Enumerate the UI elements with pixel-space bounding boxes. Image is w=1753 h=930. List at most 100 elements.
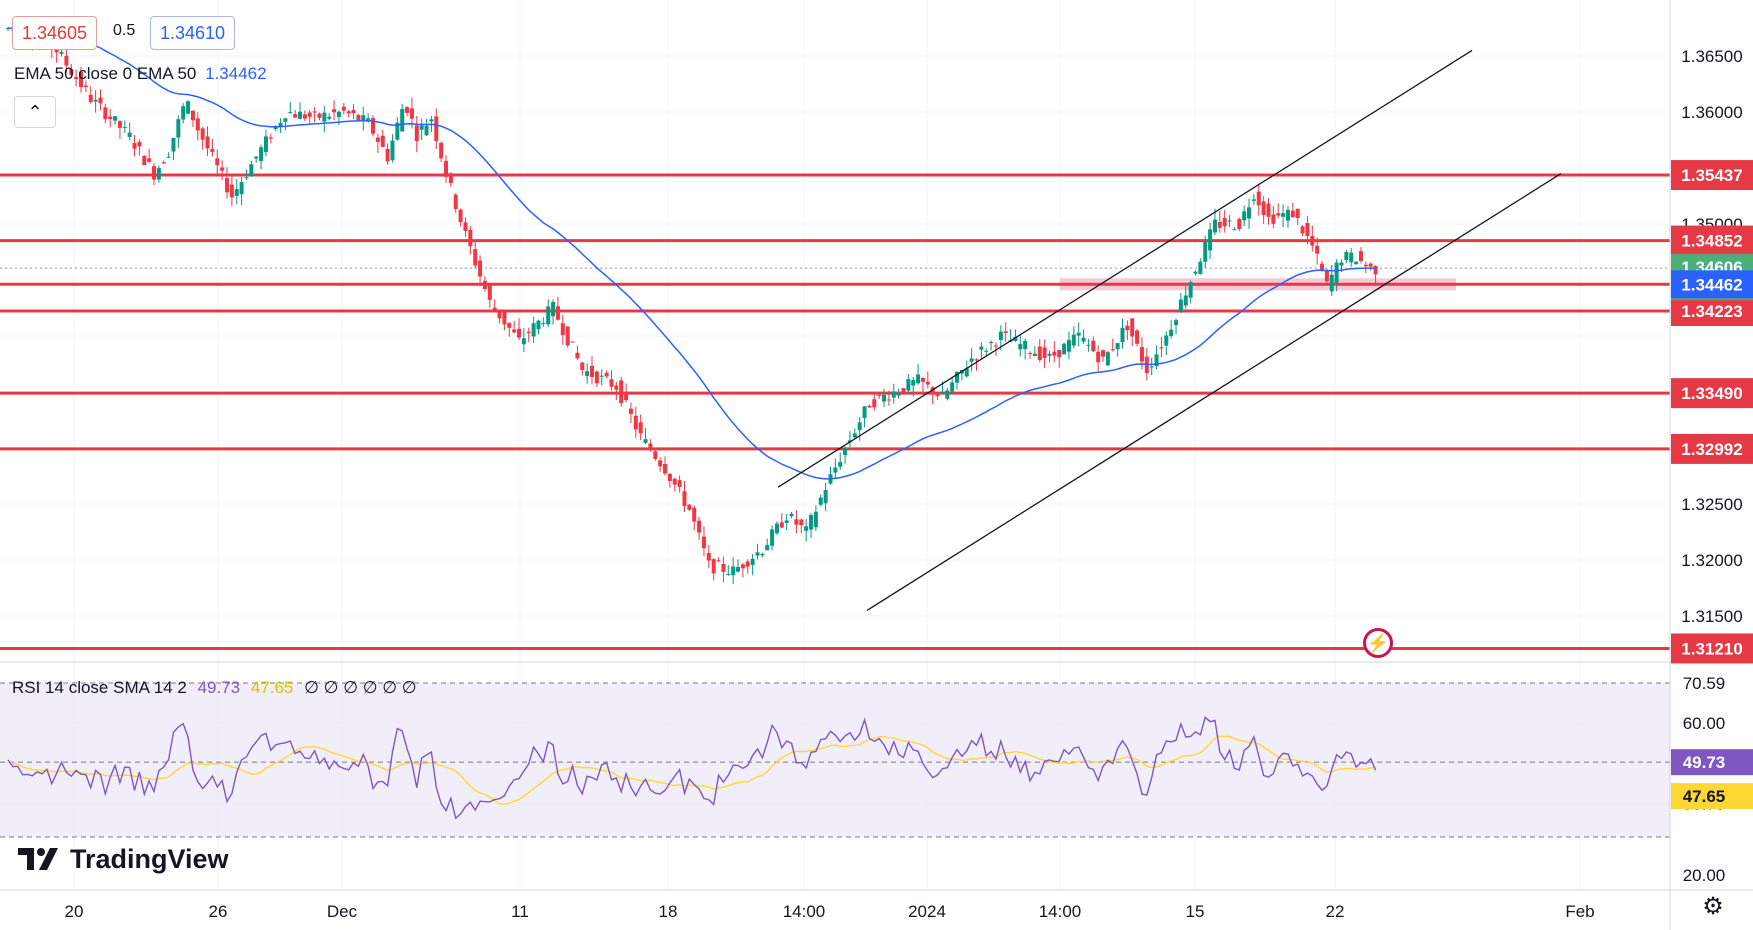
candle [492, 299, 497, 311]
candle [127, 122, 132, 140]
candle [1222, 210, 1227, 233]
buy-price-button[interactable]: 1.34610 [150, 16, 236, 50]
candle [1256, 183, 1261, 216]
candle [1105, 350, 1110, 366]
level-label: 1.31210 [1681, 639, 1742, 658]
candle [468, 225, 473, 255]
candle [220, 160, 225, 181]
candle [653, 448, 658, 461]
candle [974, 358, 979, 371]
time-tick-label: 14:00 [1039, 902, 1082, 921]
candle [1071, 326, 1076, 349]
candle [1057, 349, 1062, 368]
candle [590, 356, 595, 385]
candle [638, 414, 643, 441]
candle [1164, 331, 1169, 355]
candle [993, 342, 998, 356]
rsi-tick-label: 20.00 [1683, 866, 1726, 885]
candle [298, 102, 303, 120]
candle [555, 296, 560, 321]
candle [1120, 318, 1125, 349]
candle [740, 562, 745, 578]
time-tick-label: 15 [1186, 902, 1205, 921]
candle [711, 558, 716, 581]
candle [852, 428, 857, 440]
candle [497, 310, 502, 324]
candle [186, 100, 191, 115]
candle [1349, 247, 1354, 267]
level-label: 1.34852 [1681, 232, 1742, 251]
candle [215, 149, 220, 176]
candle [1227, 215, 1232, 228]
ema-legend[interactable]: EMA 50 close 0 EMA 50 1.34462 [14, 64, 267, 84]
settings-gear-icon[interactable]: ⚙ [1702, 893, 1724, 920]
candle [628, 402, 633, 424]
candle [371, 115, 376, 137]
candle [809, 512, 814, 539]
candle [541, 317, 546, 327]
candle [200, 127, 205, 150]
sell-price-button[interactable]: 1.34605 [12, 16, 98, 50]
candle [1018, 335, 1023, 357]
level-label-bg [1671, 160, 1753, 191]
candle [726, 564, 731, 576]
rsi-legend[interactable]: RSI 14 close SMA 14 2 49.73 47.65 ∅ ∅ ∅ … [12, 678, 417, 698]
alert-flash-icon[interactable]: ⚡ [1363, 628, 1393, 658]
candle [1285, 205, 1290, 228]
candle [93, 90, 98, 113]
candle [663, 456, 668, 476]
candle [1305, 216, 1310, 245]
candle [1159, 336, 1164, 358]
candle [1174, 318, 1179, 335]
candle [648, 439, 653, 452]
rsi-legend-label: RSI 14 close SMA 14 2 [12, 678, 187, 697]
candle [482, 276, 487, 292]
candle [1266, 198, 1271, 225]
candle [375, 133, 380, 153]
candle [1037, 339, 1042, 363]
tradingview-logo[interactable]: TradingView [18, 842, 229, 876]
rsi-value-bg [1671, 749, 1753, 776]
candle [1125, 320, 1130, 341]
candle [1096, 345, 1101, 372]
candle [857, 417, 862, 441]
candle [643, 428, 648, 445]
candle [54, 48, 59, 63]
candle [945, 387, 950, 401]
candle [770, 525, 775, 551]
candle [847, 431, 852, 448]
rsi-tick-label: 70.59 [1683, 674, 1726, 693]
candle [599, 369, 604, 386]
candle [619, 376, 624, 407]
ema-price-label: 1.34462 [1681, 275, 1742, 294]
collapse-legend-button[interactable]: ⌃ [14, 96, 56, 128]
candle [229, 176, 234, 207]
candle [838, 452, 843, 470]
ema-line [7, 27, 1376, 480]
candle [882, 388, 887, 408]
candle [1047, 350, 1052, 363]
horizontal-levels [0, 173, 1670, 650]
candle [254, 156, 259, 163]
candle [1154, 345, 1159, 370]
candle [1013, 329, 1018, 342]
rsi-legend-value: 49.73 [197, 678, 241, 697]
candle [560, 314, 565, 345]
candle [385, 143, 390, 165]
rsi-sma-value-label: 47.65 [1683, 787, 1726, 806]
ema-legend-value: 1.34462 [205, 64, 267, 83]
candle [984, 348, 989, 357]
candle [312, 107, 317, 123]
candle [1130, 318, 1135, 347]
candle [137, 139, 142, 156]
candle [259, 144, 264, 170]
candle [142, 154, 147, 166]
level-label: 1.34223 [1681, 302, 1742, 321]
candle [327, 113, 332, 121]
candle [156, 165, 161, 183]
candle [293, 109, 298, 118]
price-tick-label: 1.36500 [1681, 47, 1742, 66]
candle [288, 102, 293, 114]
candle [1086, 338, 1091, 352]
